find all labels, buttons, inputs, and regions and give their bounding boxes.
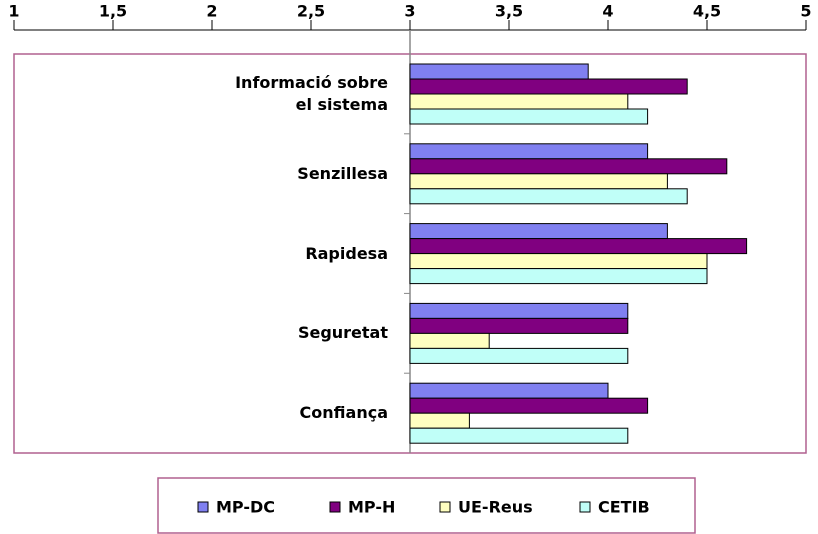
x-tick-label: 3: [404, 2, 415, 21]
bar: [409, 78, 688, 95]
category-label: Rapidesa: [305, 243, 388, 263]
category-label: Confiança: [299, 403, 388, 423]
legend-label: MP-H: [348, 498, 395, 517]
x-tick-label: 2,5: [297, 2, 325, 21]
bar: [409, 317, 629, 334]
category-label: Informació sobre el sistema: [235, 72, 388, 114]
category-label: Seguretat: [297, 323, 388, 343]
bar: [409, 347, 629, 364]
bar: [409, 332, 490, 349]
bar: [409, 302, 629, 319]
bar: [409, 93, 629, 110]
legend-swatch: [579, 501, 591, 513]
legend-swatch: [439, 501, 451, 513]
x-tick-label: 4,5: [693, 2, 721, 21]
legend-swatch: [197, 501, 209, 513]
bar: [409, 382, 609, 399]
bar: [409, 268, 708, 285]
bar: [409, 63, 589, 80]
legend-swatch: [329, 501, 341, 513]
bar: [409, 108, 649, 125]
bar: [409, 188, 688, 205]
legend-label: MP-DC: [216, 498, 275, 517]
bar: [409, 223, 668, 240]
bar: [409, 412, 470, 429]
x-tick-label: 1,5: [99, 2, 127, 21]
bar: [409, 238, 748, 255]
bar: [409, 173, 668, 190]
legend-frame: [157, 477, 696, 534]
bar: [409, 158, 728, 175]
bar: [409, 427, 629, 444]
bar: [409, 143, 649, 160]
x-tick-label: 1: [8, 2, 19, 21]
category-label: Senzillesa: [297, 163, 388, 183]
bar: [409, 253, 708, 270]
x-tick-label: 3,5: [495, 2, 523, 21]
x-tick-label: 2: [206, 2, 217, 21]
x-tick-label: 5: [800, 2, 811, 21]
x-tick-label: 4: [602, 2, 613, 21]
bar: [409, 397, 649, 414]
legend-label: CETIB: [598, 498, 650, 517]
legend-label: UE-Reus: [458, 498, 533, 517]
